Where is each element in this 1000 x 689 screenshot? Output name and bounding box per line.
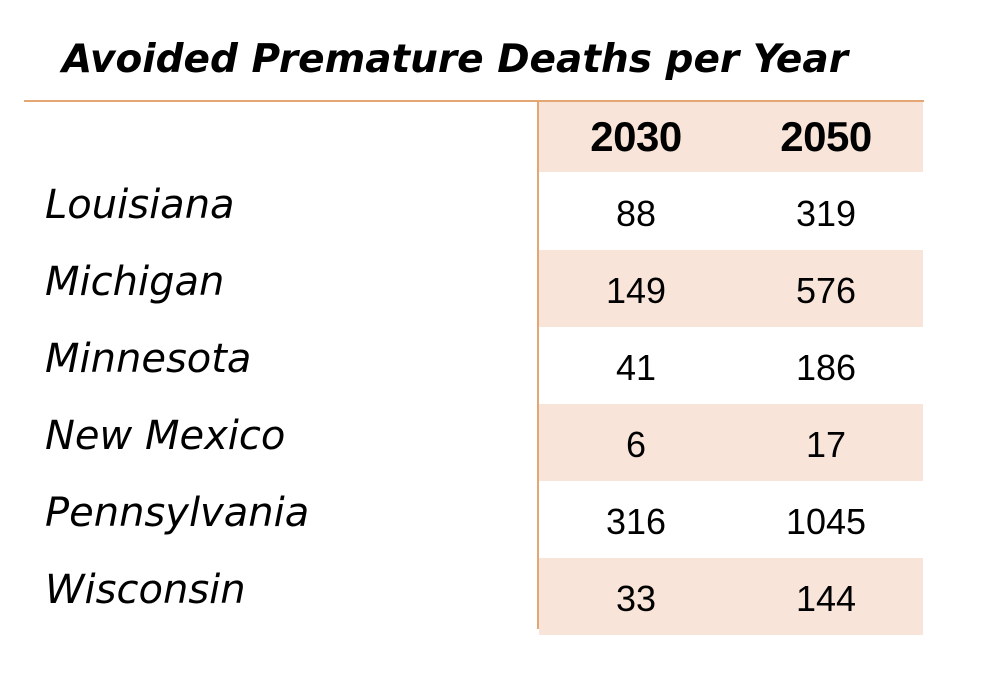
column-divider — [537, 101, 539, 629]
value-cell-2050: 319 — [795, 193, 857, 234]
row-shade — [539, 558, 923, 635]
value-cell-2050: 576 — [795, 270, 857, 311]
header-shade — [539, 102, 923, 172]
value-cell-2030: 6 — [625, 424, 647, 465]
value-cell-2050: 17 — [805, 424, 847, 465]
table-title: Avoided Premature Deaths per Year — [62, 37, 848, 82]
value-cell-2050: 144 — [795, 578, 857, 619]
value-cell-2030: 41 — [615, 347, 657, 388]
row-label: Pennsylvania — [45, 490, 310, 536]
value-cell-2050: 1045 — [785, 501, 867, 542]
row-label: Minnesota — [45, 336, 252, 382]
row-shade — [539, 250, 923, 327]
row-label: Wisconsin — [45, 567, 246, 613]
value-cell-2030: 33 — [615, 578, 657, 619]
row-label: Michigan — [45, 259, 225, 305]
value-cell-2030: 88 — [615, 193, 657, 234]
value-cell-2030: 149 — [605, 270, 667, 311]
top-rule — [24, 100, 924, 102]
row-shade — [539, 404, 923, 481]
column-header-2030: 2030 — [590, 113, 682, 160]
row-label: New Mexico — [45, 413, 286, 459]
value-cell-2030: 316 — [605, 501, 667, 542]
value-cell-2050: 186 — [795, 347, 857, 388]
row-label: Louisiana — [45, 182, 235, 228]
column-header-2050: 2050 — [780, 113, 872, 160]
